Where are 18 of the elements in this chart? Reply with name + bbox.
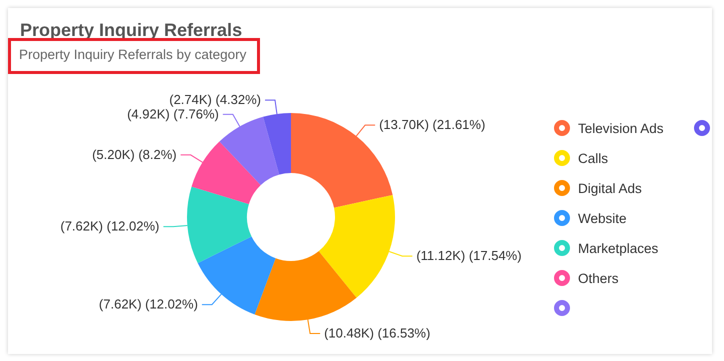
donut-slice (219, 116, 280, 186)
data-label: (11.12K) (17.54%) (416, 248, 522, 264)
chart-subtitle: Property Inquiry Referrals by category (19, 47, 246, 62)
data-label: (2.74K) (4.32%) (169, 92, 262, 108)
data-label: (13.70K) (21.61%) (379, 117, 486, 132)
legend-label: Website (578, 210, 627, 226)
data-label: (7.62K) (12.02%) (60, 218, 160, 234)
legend-label: Marketplaces (578, 240, 658, 256)
data-label: (5.20K) (8.2%) (92, 146, 177, 162)
chart-title: Property Inquiry Referrals (20, 20, 242, 41)
legend-label: Television Ads (578, 120, 664, 136)
legend-label: Calls (578, 150, 608, 166)
donut-slice (198, 236, 276, 314)
data-label: (10.48K) (16.53%) (324, 325, 430, 340)
legend-label: Others (578, 270, 619, 286)
data-label: (7.62K) (12.02%) (98, 296, 198, 312)
data-label: (4.92K) (7.76%) (127, 106, 219, 122)
legend-label: Digital Ads (578, 180, 642, 196)
